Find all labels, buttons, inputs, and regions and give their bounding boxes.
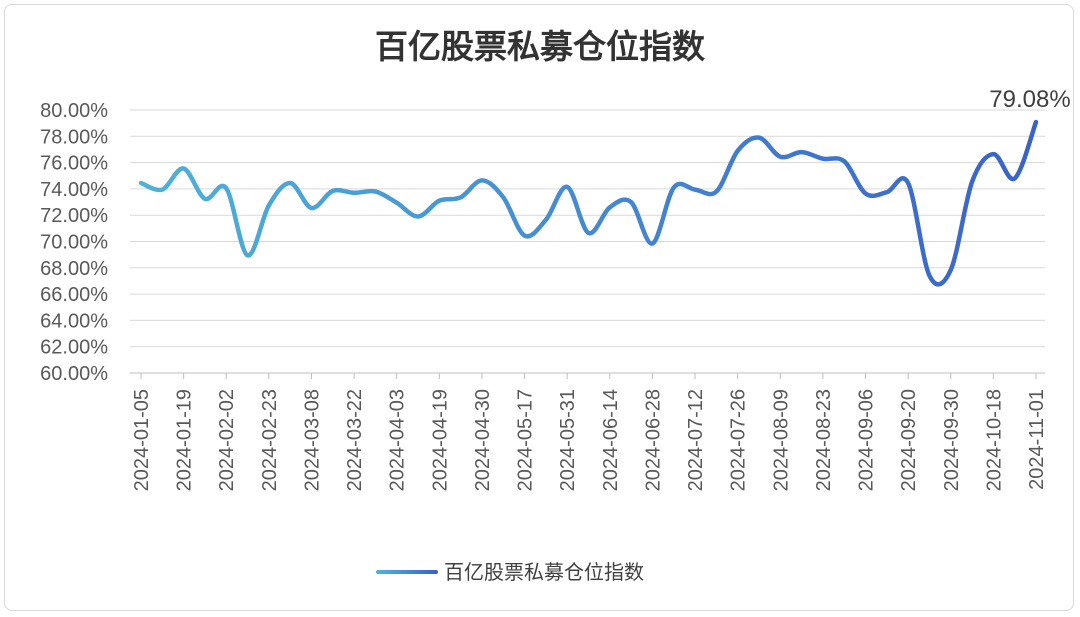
y-tick-label: 64.00% bbox=[40, 310, 108, 332]
y-tick-label: 60.00% bbox=[40, 363, 108, 385]
chart-title: 百亿股票私募仓位指数 bbox=[375, 27, 706, 66]
x-tick-label: 2024-07-26 bbox=[728, 389, 750, 491]
y-tick-label: 70.00% bbox=[40, 232, 108, 254]
x-tick-label: 2024-03-22 bbox=[344, 389, 366, 491]
x-tick-label: 2024-02-23 bbox=[259, 389, 281, 491]
y-tick-label: 78.00% bbox=[40, 126, 108, 148]
y-tick-label: 62.00% bbox=[40, 337, 108, 359]
y-axis-ticks: 60.00% 62.00% 64.00% 66.00% 68.00% 70.00% 72.0… bbox=[40, 100, 108, 385]
y-tick-label: 74.00% bbox=[40, 179, 108, 201]
x-tick-label: 2024-04-19 bbox=[429, 389, 451, 491]
y-tick-label: 76.00% bbox=[40, 153, 108, 175]
x-tick-label: 2024-08-23 bbox=[813, 389, 835, 491]
x-tick-label: 2024-05-31 bbox=[557, 389, 579, 491]
x-tick-label: 2024-03-08 bbox=[301, 389, 323, 491]
x-tick-label: 2024-09-30 bbox=[941, 389, 963, 491]
y-tick-label: 68.00% bbox=[40, 258, 108, 280]
x-tick-label: 2024-02-02 bbox=[216, 389, 238, 491]
data-label: 79.08% bbox=[989, 86, 1070, 113]
x-tick-label: 2024-09-20 bbox=[898, 389, 920, 491]
x-tick-label: 2024-01-05 bbox=[131, 389, 153, 491]
y-tick-label: 66.00% bbox=[40, 284, 108, 306]
x-tick-label: 2024-04-30 bbox=[472, 389, 494, 491]
x-tick-label: 2024-07-12 bbox=[685, 389, 707, 491]
legend: 百亿股票私募仓位指数 bbox=[376, 560, 644, 584]
x-tick-label: 2024-01-19 bbox=[174, 389, 196, 491]
y-tick-label: 72.00% bbox=[40, 205, 108, 227]
y-tick-label: 80.00% bbox=[40, 100, 108, 122]
x-tick-label: 2024-05-17 bbox=[515, 389, 537, 491]
x-axis: 2024-01-05 2024-01-19 2024-02-02 2024-02-23… bbox=[130, 372, 1048, 491]
x-tick-label: 2024-04-03 bbox=[387, 389, 409, 491]
x-tick-label: 2024-11-01 bbox=[1026, 389, 1048, 490]
x-tick-label: 2024-09-06 bbox=[856, 389, 878, 491]
legend-label: 百亿股票私募仓位指数 bbox=[444, 560, 644, 584]
chart-frame bbox=[4, 4, 1074, 611]
x-tick-label: 2024-06-14 bbox=[600, 389, 622, 491]
x-tick-label: 2024-10-18 bbox=[983, 389, 1005, 491]
x-tick-label: 2024-08-09 bbox=[770, 389, 792, 491]
grid-lines bbox=[130, 109, 1045, 348]
series-layer bbox=[138, 119, 1039, 287]
x-tick-label: 2024-06-28 bbox=[642, 389, 664, 491]
series-line bbox=[138, 119, 1039, 287]
data-labels: 79.08% bbox=[989, 86, 1070, 113]
